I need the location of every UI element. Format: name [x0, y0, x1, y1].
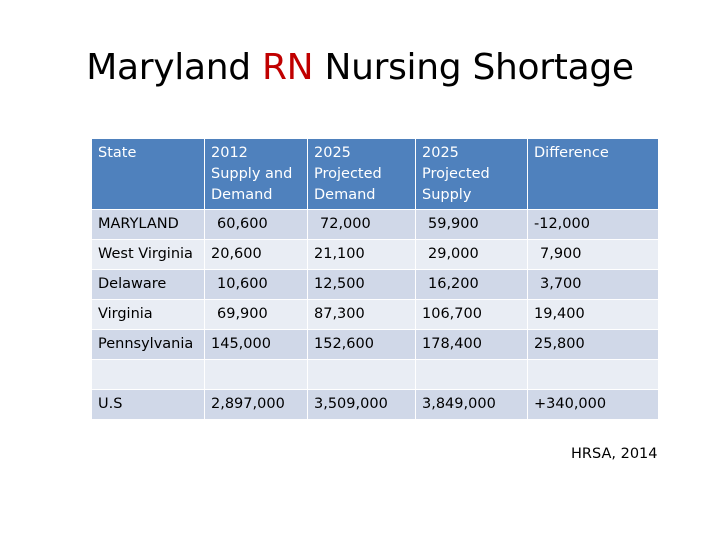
cell-difference: 3,700: [527, 269, 659, 300]
cell-2012: 69,900: [204, 299, 308, 330]
table-row: Pennsylvania 145,000 152,600 178,400 25,…: [91, 329, 659, 360]
cell-state: Pennsylvania: [91, 329, 205, 360]
cell-2025-demand: 87,300: [307, 299, 416, 330]
nursing-shortage-table: State 2012 Supply and Demand 2025 Projec…: [91, 138, 659, 420]
cell-difference: 7,900: [527, 239, 659, 270]
header-difference: Difference: [527, 138, 659, 210]
cell-state: Virginia: [91, 299, 205, 330]
cell-state: U.S: [91, 389, 205, 420]
cell-2025-supply: 178,400: [415, 329, 528, 360]
title-text-part1: Maryland: [86, 47, 262, 88]
cell-2012: 60,600: [204, 209, 308, 240]
header-2025-projected-supply: 2025 Projected Supply: [415, 138, 528, 210]
table-header-row: State 2012 Supply and Demand 2025 Projec…: [91, 138, 659, 210]
cell-2025-supply: 59,900: [415, 209, 528, 240]
cell-2025-demand: 3,509,000: [307, 389, 416, 420]
slide-title: Maryland RN Nursing Shortage: [0, 44, 720, 92]
cell-difference: +340,000: [527, 389, 659, 420]
cell-2025-supply: 29,000: [415, 239, 528, 270]
table-row: West Virginia 20,600 21,100 29,000 7,900: [91, 239, 659, 270]
cell-2025-demand: 72,000: [307, 209, 416, 240]
header-state: State: [91, 138, 205, 210]
cell-state: West Virginia: [91, 239, 205, 270]
cell-2025-demand: 12,500: [307, 269, 416, 300]
cell-state: Delaware: [91, 269, 205, 300]
cell-difference: 25,800: [527, 329, 659, 360]
source-citation: HRSA, 2014: [571, 446, 658, 462]
cell-2012: 10,600: [204, 269, 308, 300]
table-row: MARYLAND 60,600 72,000 59,900 -12,000: [91, 209, 659, 240]
header-2025-projected-demand: 2025 Projected Demand: [307, 138, 416, 210]
cell-2012: 2,897,000: [204, 389, 308, 420]
title-text-part2: Nursing Shortage: [313, 47, 634, 88]
cell-2025-supply: 16,200: [415, 269, 528, 300]
table-row: Delaware 10,600 12,500 16,200 3,700: [91, 269, 659, 300]
cell-empty: [204, 359, 308, 390]
cell-2025-demand: 152,600: [307, 329, 416, 360]
cell-empty: [415, 359, 528, 390]
cell-2025-supply: 106,700: [415, 299, 528, 330]
header-2012-supply-demand: 2012 Supply and Demand: [204, 138, 308, 210]
table-row: U.S 2,897,000 3,509,000 3,849,000 +340,0…: [91, 389, 659, 420]
cell-difference: 19,400: [527, 299, 659, 330]
cell-state: MARYLAND: [91, 209, 205, 240]
table-row-blank: [91, 359, 659, 390]
table-row: Virginia 69,900 87,300 106,700 19,400: [91, 299, 659, 330]
cell-difference: -12,000: [527, 209, 659, 240]
title-highlight-rn: RN: [261, 47, 314, 88]
cell-empty: [527, 359, 659, 390]
cell-empty: [91, 359, 205, 390]
cell-2025-demand: 21,100: [307, 239, 416, 270]
cell-empty: [307, 359, 416, 390]
cell-2012: 20,600: [204, 239, 308, 270]
cell-2012: 145,000: [204, 329, 308, 360]
cell-2025-supply: 3,849,000: [415, 389, 528, 420]
